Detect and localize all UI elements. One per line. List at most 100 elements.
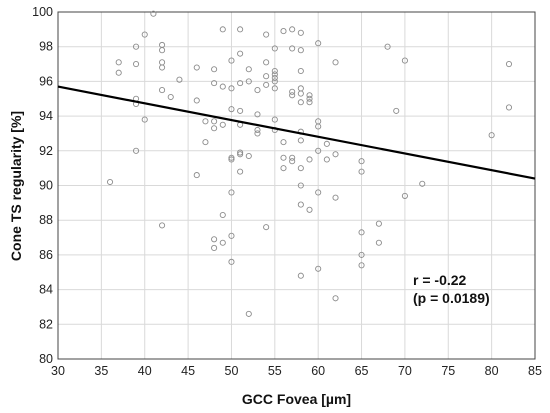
p-value-annotation: (p = 0.0189): [413, 290, 490, 306]
x-tick-label: 30: [51, 364, 65, 378]
data-point: [211, 244, 218, 252]
data-point: [271, 78, 278, 85]
data-point: [505, 104, 513, 111]
x-tick-labels: 30 35 40 45 50 55 60 65 70 75 80 85: [51, 364, 542, 378]
x-tick-label: 75: [441, 364, 455, 378]
data-point: [237, 26, 244, 33]
x-tick-label: 85: [528, 364, 542, 378]
y-tick-label: 86: [39, 248, 53, 262]
data-point: [211, 236, 218, 243]
data-point: [228, 154, 235, 161]
data-point: [306, 92, 313, 99]
trend-line: [57, 85, 536, 180]
data-point: [176, 76, 183, 83]
data-point: [159, 222, 166, 229]
data-point: [375, 220, 382, 227]
y-tick-label: 100: [32, 5, 53, 19]
data-point: [219, 121, 226, 128]
data-point: [280, 165, 287, 172]
data-point: [263, 224, 270, 231]
data-point: [315, 265, 322, 272]
data-point: [289, 26, 296, 33]
data-point: [280, 28, 287, 35]
data-point: [289, 154, 296, 161]
data-point: [358, 168, 365, 175]
data-point: [254, 111, 261, 118]
data-point: [219, 211, 226, 219]
data-point: [332, 151, 339, 158]
data-point: [375, 239, 382, 246]
y-tick-label: 88: [39, 213, 53, 227]
data-point: [306, 95, 313, 102]
data-point: [228, 85, 235, 92]
data-point: [315, 189, 322, 196]
data-point: [228, 189, 235, 196]
data-point: [393, 107, 400, 114]
data-point: [133, 147, 140, 154]
data-point: [332, 295, 339, 302]
data-point: [254, 126, 261, 134]
data-point: [219, 239, 226, 246]
data-point: [141, 31, 148, 38]
data-point: [323, 140, 330, 147]
data-point: [271, 85, 278, 92]
data-point: [323, 156, 330, 163]
data-point: [297, 29, 304, 36]
data-point: [219, 83, 226, 90]
data-point: [193, 97, 200, 104]
y-tick-label: 80: [39, 352, 53, 366]
data-point: [115, 59, 122, 66]
data-point: [315, 40, 322, 47]
data-point: [297, 47, 304, 54]
data-point: [297, 165, 304, 172]
data-point: [263, 59, 270, 66]
x-tick-label: 50: [225, 364, 239, 378]
data-point: [263, 73, 270, 80]
data-point: [488, 132, 495, 139]
data-point: [263, 31, 270, 38]
y-tick-label: 94: [39, 109, 53, 123]
data-point: [228, 258, 235, 265]
y-tick-label: 90: [39, 179, 53, 193]
data-point: [332, 194, 339, 201]
data-point: [211, 80, 218, 87]
plot-frame: [57, 11, 536, 360]
data-point: [159, 64, 166, 71]
data-point: [358, 251, 365, 258]
data-point: [289, 45, 296, 52]
data-point: [150, 10, 157, 17]
data-point: [237, 50, 244, 57]
data-point: [306, 99, 313, 106]
data-point: [332, 59, 339, 66]
data-point: [133, 43, 140, 50]
data-point: [159, 87, 166, 94]
x-tick-label: 65: [355, 364, 369, 378]
data-point: [289, 88, 296, 95]
y-tick-label: 84: [39, 283, 53, 297]
data-point: [159, 59, 166, 66]
data-point: [315, 123, 322, 130]
data-point: [297, 90, 304, 97]
x-tick-label: 60: [311, 364, 325, 378]
data-point: [106, 178, 114, 186]
data-point: [211, 66, 218, 73]
y-tick-label: 92: [39, 144, 53, 158]
data-point: [237, 149, 244, 156]
data-point: [237, 107, 244, 114]
data-points: [106, 10, 513, 317]
data-point: [228, 156, 235, 163]
data-point: [245, 152, 252, 160]
data-point: [228, 232, 235, 239]
data-point: [358, 158, 365, 165]
data-point: [228, 57, 235, 64]
data-point: [245, 78, 252, 85]
correlation-annotation: r = -0.22: [413, 272, 467, 288]
x-tick-label: 80: [485, 364, 499, 378]
x-tick-label: 70: [398, 364, 412, 378]
data-point: [237, 168, 244, 175]
data-point: [245, 66, 252, 73]
data-point: [297, 99, 304, 106]
data-point: [358, 229, 365, 236]
x-tick-label: 35: [94, 364, 108, 378]
data-point: [271, 74, 278, 81]
